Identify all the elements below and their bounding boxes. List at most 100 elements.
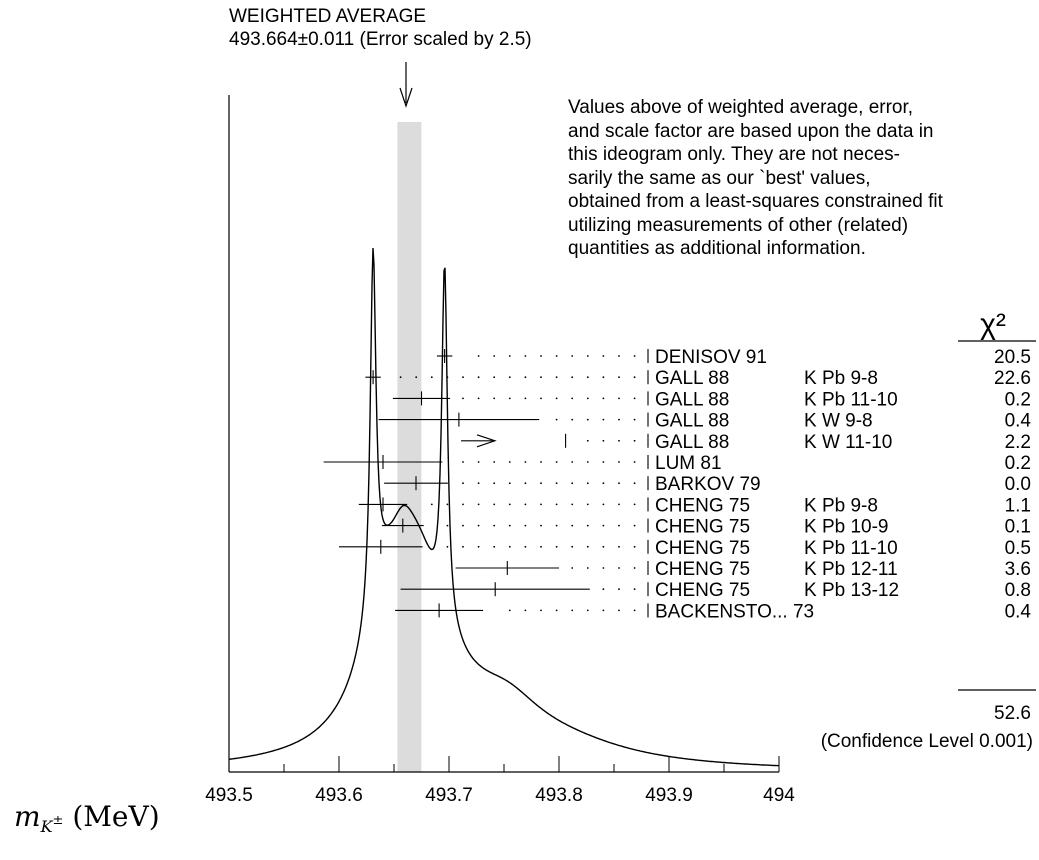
leader-dot — [462, 482, 464, 485]
leader-dot — [586, 355, 589, 357]
x-axis-subscript: K± — [41, 813, 64, 836]
measurement-detail: K Pb 9-8 — [804, 368, 878, 389]
leader-dot — [602, 588, 605, 591]
leader-dot — [618, 503, 620, 506]
leader-dot — [555, 461, 558, 463]
leader-dot — [399, 376, 402, 379]
off-scale-arrow — [476, 434, 497, 448]
leader-dot — [477, 376, 480, 379]
leader-dot — [477, 545, 480, 548]
measurement-row: BARKOV 79 0.0 — [384, 474, 1031, 495]
leader-dot — [602, 461, 605, 463]
measurement-detail: K Pb 11-10 — [804, 389, 898, 410]
experiment-label: DENISOV 91 — [655, 347, 767, 368]
leader-dot — [477, 503, 480, 506]
leader-dot — [602, 355, 605, 357]
leader-dot — [462, 376, 464, 379]
leader-dot — [508, 545, 511, 548]
leader-dot — [586, 503, 589, 506]
leader-dot — [493, 461, 496, 463]
measurement-detail: K Pb 9-8 — [804, 495, 878, 516]
note-line: this ideogram only. They are not neces- — [568, 144, 900, 165]
leader-dot — [540, 376, 542, 379]
chi2-value: 2.2 — [1005, 432, 1031, 453]
leader-dot — [633, 418, 636, 421]
measurement-row: CHENG 75 K Pb 10-9 0.1 — [381, 517, 1031, 538]
chi2-value: 0.5 — [1005, 538, 1031, 559]
leader-dot — [508, 355, 511, 357]
x-tick-label: 493.7 — [425, 785, 473, 806]
leader-dot — [508, 376, 511, 379]
chi2-value: 0.8 — [1005, 580, 1031, 601]
leader-dot — [586, 439, 589, 442]
leader-dot — [446, 503, 449, 506]
weighted-average-band — [397, 122, 422, 772]
leader-dot — [602, 567, 605, 569]
x-tick-label: 494 — [763, 785, 795, 806]
ideogram-note: Values above of weighted average, error,… — [568, 96, 1038, 261]
chi2-total: 52.6 — [994, 703, 1031, 724]
leader-dot — [446, 545, 449, 548]
leader-dot — [508, 397, 511, 400]
experiment-label: GALL 88 — [655, 368, 729, 389]
leader-dot — [618, 524, 620, 527]
measurement-row: CHENG 75 K Pb 13-12 0.8 — [400, 580, 1031, 601]
leader-dot — [524, 376, 527, 379]
measurement-detail: K Pb 10-9 — [804, 517, 889, 538]
leader-dot — [477, 355, 480, 357]
leader-dot — [618, 355, 620, 357]
measurement-row: DENISOV 91 20.5 — [436, 347, 1031, 368]
leader-dot — [602, 545, 605, 548]
leader-dot — [633, 461, 636, 463]
leader-dot — [508, 482, 511, 485]
leader-dot — [555, 609, 558, 612]
leader-dot — [524, 503, 527, 506]
experiment-label: GALL 88 — [655, 432, 729, 453]
leader-dot — [618, 376, 620, 379]
leader-dot — [540, 609, 542, 612]
leader-dot — [602, 397, 605, 400]
leader-dot — [446, 524, 449, 527]
leader-dot — [571, 418, 574, 421]
average-arrow-head — [399, 87, 413, 108]
experiment-label: GALL 88 — [655, 411, 729, 432]
leader-dot — [571, 397, 574, 400]
leader-dot — [633, 588, 636, 591]
chi2-value: 0.1 — [1005, 517, 1031, 538]
measurement-row: LUM 81 0.2 — [323, 453, 1031, 474]
leader-dot — [493, 355, 496, 357]
measurement-detail: K Pb 13-12 — [804, 580, 899, 601]
leader-dot — [524, 397, 527, 400]
confidence-level: (Confidence Level 0.001) — [821, 731, 1033, 752]
experiment-label: CHENG 75 — [655, 538, 750, 559]
leader-dot — [493, 482, 496, 485]
leader-dot — [618, 567, 620, 569]
leader-dot — [633, 397, 636, 400]
weighted-average-value: 493.664±0.011 (Error scaled by 2.5) — [229, 29, 532, 50]
measurement-row: GALL 88 K W 9-8 0.4 — [378, 411, 1031, 432]
leader-dot — [633, 609, 636, 612]
x-tick-label: 493.8 — [535, 785, 583, 806]
x-axis-symbol: m — [14, 800, 41, 833]
leader-dot — [524, 461, 527, 463]
leader-dot — [633, 376, 636, 379]
measurement-detail: K W 11-10 — [804, 432, 892, 453]
leader-dot — [618, 397, 620, 400]
chi2-value: 0.2 — [1005, 453, 1031, 474]
note-line: Values above of weighted average, error, — [568, 97, 914, 118]
leader-dot — [477, 482, 480, 485]
chi2-value: 0.4 — [1005, 601, 1032, 622]
leader-dot — [586, 567, 589, 569]
x-tick-label: 493.5 — [205, 785, 253, 806]
leader-dot — [571, 609, 574, 612]
x-axis-label: mK± (MeV) — [14, 800, 160, 836]
leader-dot — [446, 376, 449, 379]
leader-dot — [508, 524, 511, 527]
leader-dot — [586, 524, 589, 527]
leader-dot — [462, 503, 464, 506]
leader-dot — [586, 609, 589, 612]
leader-dot — [430, 503, 433, 506]
leader-dot — [477, 397, 480, 400]
x-axis-unit: (MeV) — [72, 800, 160, 833]
